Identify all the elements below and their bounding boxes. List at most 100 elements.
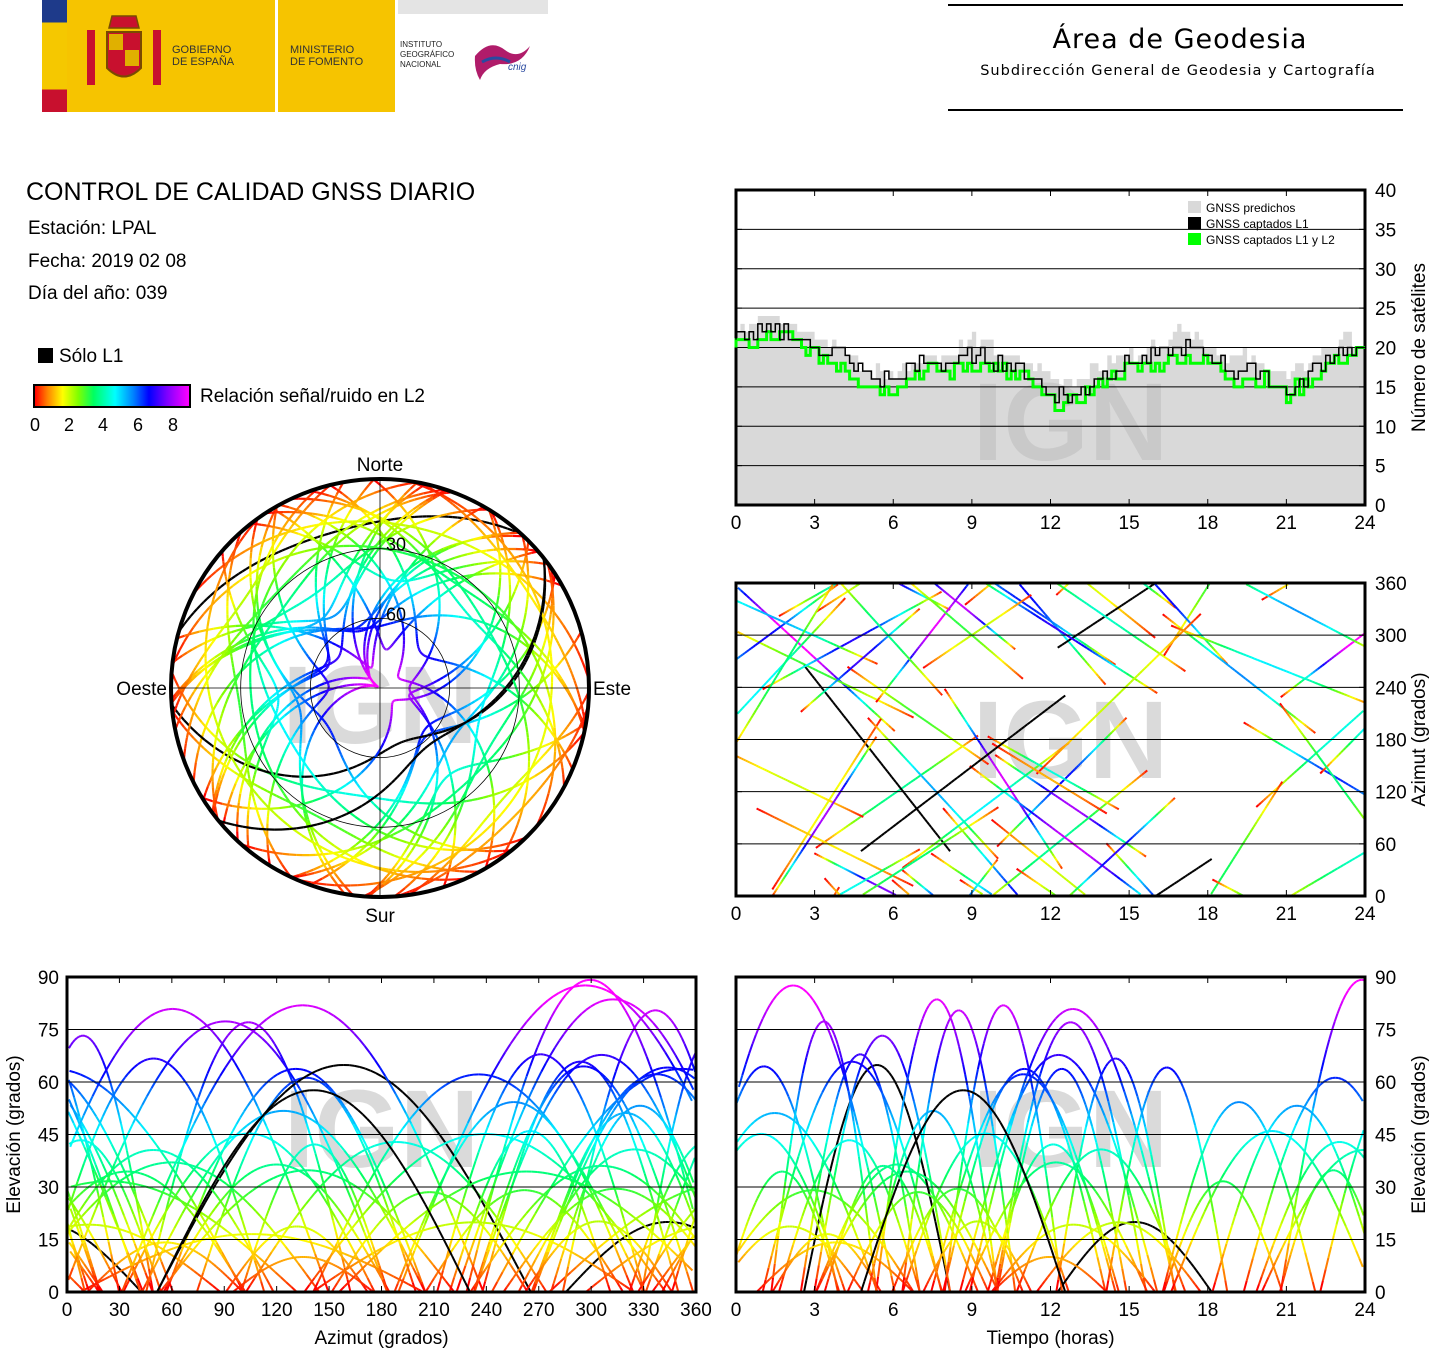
ministry-text: MINISTERIO DE FOMENTO [290, 44, 363, 68]
sky-track-segment [260, 745, 265, 752]
sky-track-segment [191, 711, 195, 718]
azimuth-track-segment [1018, 821, 1022, 826]
sky-track-segment [217, 631, 222, 635]
sky-track-segment [415, 705, 419, 709]
sky-track-segment [374, 637, 378, 642]
sky-track-segment [460, 660, 466, 666]
sky-track-segment [334, 850, 341, 855]
azimuth-track-segment [1118, 722, 1122, 726]
sky-track-segment [509, 676, 515, 683]
sky-track-segment [337, 801, 343, 807]
sky-track-segment [287, 779, 294, 784]
sky-track-segment [246, 781, 252, 788]
sky-track-segment [359, 660, 364, 665]
sky-track-segment [456, 865, 465, 870]
sky-track-segment [521, 584, 526, 589]
sky-track-segment [475, 572, 483, 576]
azimuth-track-segment [1061, 779, 1065, 783]
sky-track-segment [183, 726, 189, 732]
sky-track-segment [561, 754, 566, 759]
sky-track-segment [505, 662, 511, 668]
sky-track-segment [399, 504, 407, 513]
sky-track-segment [435, 568, 440, 573]
sky-track-segment [238, 629, 243, 635]
sky-track-segment [398, 677, 401, 680]
sky-track-segment [494, 621, 500, 628]
sky-track-segment [436, 693, 442, 698]
sky-track-segment [430, 681, 435, 686]
sky-track-segment [289, 529, 295, 534]
sky-track-segment [380, 642, 384, 645]
sky-track-segment [455, 541, 465, 547]
sky-track-segment [218, 572, 224, 581]
sky-track-segment [400, 527, 407, 532]
sky-track-segment [526, 592, 530, 600]
sky-track-segment [230, 757, 236, 764]
sky-track-segment [439, 570, 443, 574]
sky-track-segment [525, 785, 529, 793]
sky-track-segment [236, 767, 242, 774]
sky-track-segment [268, 728, 272, 732]
sky-track-segment [440, 494, 445, 499]
sky-track-segment [350, 522, 356, 527]
sky-track-segment [284, 688, 289, 693]
sky-track-segment [289, 735, 295, 742]
sky-track-segment [533, 711, 540, 718]
sky-track-segment [458, 767, 461, 771]
gov-text: GOBIERNO DE ESPAÑA [172, 44, 234, 68]
sky-track-segment [188, 704, 195, 712]
sky-track-segment [487, 757, 492, 763]
legend-entry: GNSS captados L1 [1206, 217, 1309, 231]
sky-track-segment [474, 524, 479, 529]
sky-track-segment [467, 597, 472, 603]
sky-track-segment [518, 579, 523, 584]
sky-track-segment [532, 590, 538, 598]
sky-track-segment [454, 579, 460, 585]
sky-track-segment [539, 656, 548, 665]
sky-track-segment [226, 651, 232, 656]
sky-track-segment [540, 767, 548, 774]
sky-track-segment [488, 677, 494, 682]
sky-track-segment [307, 810, 312, 815]
sky-track-segment [202, 598, 208, 603]
sky-track-segment [398, 667, 402, 670]
sky-track-segment [380, 575, 384, 579]
sky-track-segment [301, 763, 305, 772]
sky-track-segment [375, 684, 378, 687]
sky-track-segment [442, 727, 446, 731]
azimuth-track-segment [1298, 765, 1303, 770]
sky-track-segment [422, 501, 429, 507]
sky-track-segment [206, 619, 210, 627]
sky-track-segment [415, 673, 419, 677]
sky-track-segment [416, 688, 420, 692]
sky-track-segment [318, 670, 322, 674]
sky-track-segment [411, 690, 415, 694]
azimuth-track-segment [1000, 826, 1004, 830]
sky-track-segment [207, 612, 212, 620]
sky-track-segment [313, 674, 317, 678]
sky-track-segment [565, 732, 571, 737]
sky-track-segment [306, 571, 312, 577]
sky-track-segment [290, 574, 295, 579]
sky-track-segment [561, 734, 567, 739]
sky-track-segment [281, 605, 286, 610]
sky-track-segment [316, 719, 322, 726]
sky-track-segment [479, 529, 484, 534]
sky-track-segment [284, 774, 292, 778]
sky-track-segment [233, 608, 238, 613]
sky-track-segment [409, 511, 415, 517]
azimuth-track-segment [1014, 825, 1019, 829]
sky-track-segment [421, 850, 427, 856]
sky-track-segment [354, 850, 361, 857]
sky-track-segment [442, 683, 449, 688]
sky-track-segment [317, 668, 321, 672]
sky-track-segment [256, 653, 261, 658]
sky-track-segment [339, 529, 345, 535]
cbar-tick: 4 [98, 415, 109, 435]
sky-track-segment [482, 566, 490, 572]
sky-track-segment [208, 695, 212, 703]
sky-track-segment [466, 551, 474, 556]
sky-track-segment [482, 795, 489, 799]
sky-track-segment [212, 751, 216, 758]
sky-track-segment [407, 553, 414, 557]
